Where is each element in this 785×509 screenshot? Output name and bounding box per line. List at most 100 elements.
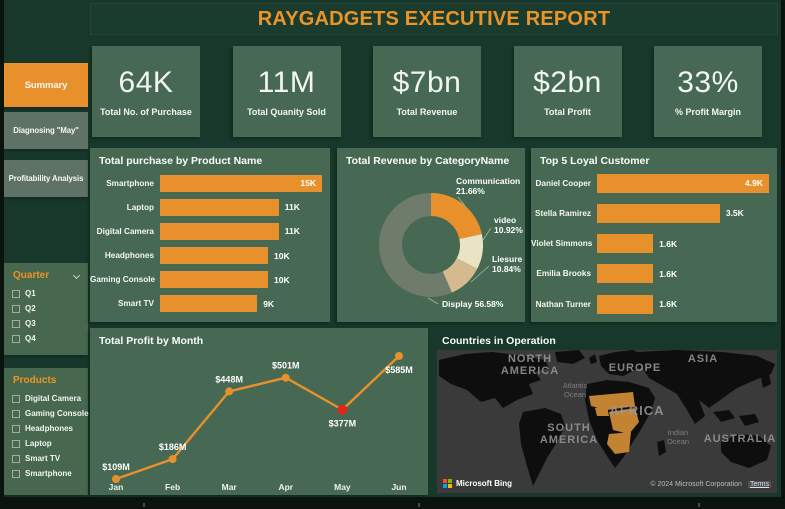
x-axis-tick-label: Jun xyxy=(391,482,406,492)
filter-option-label: Gaming Console xyxy=(25,409,89,418)
kpi-value: $2bn xyxy=(533,66,602,100)
checkbox[interactable] xyxy=(12,320,20,328)
x-axis-tick-label: Feb xyxy=(165,482,180,492)
map-ocean-label: Indian xyxy=(668,428,688,437)
checkbox[interactable] xyxy=(12,425,20,433)
bar[interactable] xyxy=(597,264,653,283)
filter-option-label: Smartphone xyxy=(25,469,72,478)
bar-category-label: Digital Camera xyxy=(90,227,160,236)
map-ocean-label: Atlantic xyxy=(563,381,588,390)
kpi-label: Total Profit xyxy=(544,107,591,117)
panel-total-revenue-by-category: Total Revenue by CategoryName Communicat… xyxy=(337,148,525,322)
bar[interactable] xyxy=(160,295,257,312)
bar[interactable] xyxy=(597,204,720,223)
bar-value-label: 1.6K xyxy=(659,299,677,309)
kpi-card-total-profit: $2bn Total Profit xyxy=(514,46,622,137)
kpi-card-profit-margin: 33%% Profit Margin xyxy=(654,46,762,137)
bar-row-headphones: Headphones10K xyxy=(90,246,322,266)
bar-track: 10K xyxy=(160,247,322,264)
sidebar-item-profitability-analysis[interactable]: Profitability Analysis xyxy=(4,160,88,197)
checkbox[interactable] xyxy=(12,395,20,403)
bar-chart-purchase: Smartphone15KLaptop11KDigital Camera11KH… xyxy=(90,173,322,314)
bar[interactable] xyxy=(160,271,268,288)
bar-track: 10K xyxy=(160,271,322,288)
chart-title: Total Profit by Month xyxy=(90,328,428,347)
filter-option-row: Q3 xyxy=(4,316,88,331)
sidebar-item-summary[interactable]: Summary xyxy=(4,63,88,107)
terms-link[interactable]: Terms xyxy=(748,481,771,488)
bar-track: 9K xyxy=(160,295,322,312)
donut-slice-communication[interactable] xyxy=(431,193,482,239)
data-point-marker-apr[interactable] xyxy=(282,374,290,382)
bar-category-label: Nathan Turner xyxy=(531,300,597,309)
bar-category-label: Violet Simmons xyxy=(531,239,597,248)
bar[interactable] xyxy=(160,175,322,192)
donut-leader-line xyxy=(428,298,438,304)
bar-row-gaming-console: Gaming Console10K xyxy=(90,270,322,290)
checkbox[interactable] xyxy=(12,455,20,463)
checkbox[interactable] xyxy=(12,290,20,298)
bar-category-label: Smartphone xyxy=(90,179,160,188)
bar[interactable] xyxy=(160,199,279,216)
bar[interactable] xyxy=(597,234,653,253)
filter-option-row: Q4 xyxy=(4,331,88,346)
donut-label: video xyxy=(494,215,516,225)
donut-label: 10.92% xyxy=(494,225,523,235)
data-point-label: $585M xyxy=(385,365,413,375)
filter-option-row: Laptop xyxy=(4,436,88,451)
bar-category-label: Headphones xyxy=(90,251,160,260)
page-title: RAYGADGETS EXECUTIVE REPORT xyxy=(258,8,611,31)
bar-row-daniel-cooper: Daniel Cooper4.9K xyxy=(531,173,769,193)
chevron-down-icon[interactable] xyxy=(73,272,80,279)
data-point-marker-feb[interactable] xyxy=(169,455,177,463)
world-map-svg: NORTHAMERICASOUTHAMERICAEUROPEAFRICAASIA… xyxy=(437,350,777,493)
kpi-label: % Profit Margin xyxy=(675,107,741,117)
page-edge-tick xyxy=(143,503,145,507)
data-point-marker-jun[interactable] xyxy=(395,352,403,360)
data-point-label: $501M xyxy=(272,361,300,371)
data-point-marker-mar[interactable] xyxy=(225,387,233,395)
filter-option-row: Headphones xyxy=(4,421,88,436)
donut-leader-line xyxy=(483,228,491,240)
map-continent-label: NORTH xyxy=(508,353,552,365)
page-edge-bottom xyxy=(0,497,785,509)
bar[interactable] xyxy=(160,223,279,240)
sidebar-item-diagnosing-may[interactable]: Diagnosing "May" xyxy=(4,112,88,149)
world-map[interactable]: NORTHAMERICASOUTHAMERICAEUROPEAFRICAASIA… xyxy=(437,350,777,493)
data-point-marker-may[interactable] xyxy=(337,405,347,415)
bar-track: 4.9K xyxy=(597,174,769,193)
bar-row-smartphone: Smartphone15K xyxy=(90,173,322,193)
checkbox[interactable] xyxy=(12,335,20,343)
checkbox[interactable] xyxy=(12,305,20,313)
map-continent-label: AFRICA xyxy=(609,403,664,418)
kpi-label: Total Revenue xyxy=(397,107,458,117)
data-point-label: $377M xyxy=(329,419,357,429)
map-continent-label: ASIA xyxy=(688,353,718,365)
filter-option-label: Q1 xyxy=(25,289,36,298)
checkbox[interactable] xyxy=(12,470,20,478)
donut-label: 10.84% xyxy=(492,264,521,274)
kpi-label: Total No. of Purchase xyxy=(100,107,192,117)
kpi-value: 64K xyxy=(119,66,174,100)
line-chart-profit: $109MJan$186MFeb$448MMar$501MApr$377MMay… xyxy=(90,350,428,495)
bar[interactable] xyxy=(597,295,653,314)
checkbox[interactable] xyxy=(12,410,20,418)
copyright-text: © 2024 Microsoft Corporation xyxy=(650,481,742,488)
filter-option-label: Digital Camera xyxy=(25,394,81,403)
filter-title: Quarter xyxy=(4,263,88,286)
chart-title: Total purchase by Product Name xyxy=(90,148,330,167)
donut-label: Display 56.58% xyxy=(442,299,504,309)
bar[interactable] xyxy=(597,174,769,193)
checkbox[interactable] xyxy=(12,440,20,448)
map-continent-label: AMERICA xyxy=(501,365,559,377)
bar-row-laptop: Laptop11K xyxy=(90,197,322,217)
filter-option-row: Gaming Console xyxy=(4,406,88,421)
map-ocean-label: Ocean xyxy=(667,437,689,446)
header-bar: RAYGADGETS EXECUTIVE REPORT xyxy=(90,3,778,35)
page-edge-tick xyxy=(698,503,700,507)
bar-value-label: 3.5K xyxy=(726,208,744,218)
bar[interactable] xyxy=(160,247,268,264)
x-axis-tick-label: Mar xyxy=(222,482,238,492)
filter-title: Products xyxy=(4,368,88,391)
kpi-row: 64KTotal No. of Purchase11MTotal Quanity… xyxy=(92,46,762,137)
